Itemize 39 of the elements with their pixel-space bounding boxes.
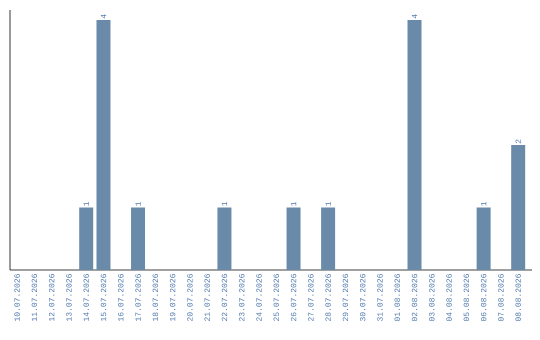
x-tick-label: 17.07.2026 bbox=[135, 274, 141, 321]
data-label: 4 bbox=[412, 14, 418, 18]
x-tick-label: 08.08.2026 bbox=[515, 274, 521, 322]
x-tick-label: 06.08.2026 bbox=[480, 274, 486, 322]
x-tick-label: 28.07.2026 bbox=[325, 274, 331, 321]
x-tick-label: 03.08.2026 bbox=[429, 274, 435, 322]
x-tick-label: 15.07.2026 bbox=[100, 274, 106, 321]
x-tick-label: 27.07.2026 bbox=[308, 274, 314, 321]
x-tick-label: 29.07.2026 bbox=[342, 274, 348, 321]
x-tick-label: 18.07.2026 bbox=[152, 274, 158, 321]
x-tick-label: 25.07.2026 bbox=[274, 274, 279, 321]
x-tick-label: 20.07.2026 bbox=[187, 274, 193, 321]
x-tick-label: 10.07.2026 bbox=[14, 274, 20, 321]
x-tick-label: 31.07.2026 bbox=[377, 274, 383, 322]
data-label: 1 bbox=[135, 202, 141, 206]
x-tick-label: 23.07.2026 bbox=[239, 274, 244, 321]
x-tick-label: 07.08.2026 bbox=[498, 274, 504, 322]
x-tick-label: 11.07.2026 bbox=[32, 274, 38, 321]
x-tick-label: 14.07.2026 bbox=[83, 274, 89, 321]
data-label: 2 bbox=[516, 140, 521, 144]
data-label: 1 bbox=[290, 202, 296, 206]
x-tick-label: 22.07.2026 bbox=[222, 274, 228, 321]
data-label: 1 bbox=[222, 202, 228, 206]
x-tick-label: 01.08.2026 bbox=[394, 274, 400, 322]
x-tick-label: 13.07.2026 bbox=[66, 274, 72, 321]
x-tick-label: 26.07.2026 bbox=[290, 274, 296, 321]
data-label: 1 bbox=[480, 202, 486, 206]
x-tick-label: 16.07.2026 bbox=[118, 274, 124, 321]
x-tick-label: 24.07.2026 bbox=[256, 274, 262, 321]
x-tick-label: 21.07.2026 bbox=[204, 274, 210, 321]
x-tick-label: 12.07.2026 bbox=[48, 274, 54, 321]
x-tick-label: 04.08.2026 bbox=[446, 274, 452, 322]
data-label: 1 bbox=[325, 202, 331, 206]
data-label: 1 bbox=[84, 202, 89, 206]
x-tick-label: 05.08.2026 bbox=[464, 274, 470, 322]
x-tick-label: 30.07.2026 bbox=[360, 274, 366, 322]
x-tick-label: 19.07.2026 bbox=[170, 274, 176, 321]
data-label: 4 bbox=[100, 14, 106, 18]
x-tick-label: 02.08.2026 bbox=[412, 274, 418, 322]
